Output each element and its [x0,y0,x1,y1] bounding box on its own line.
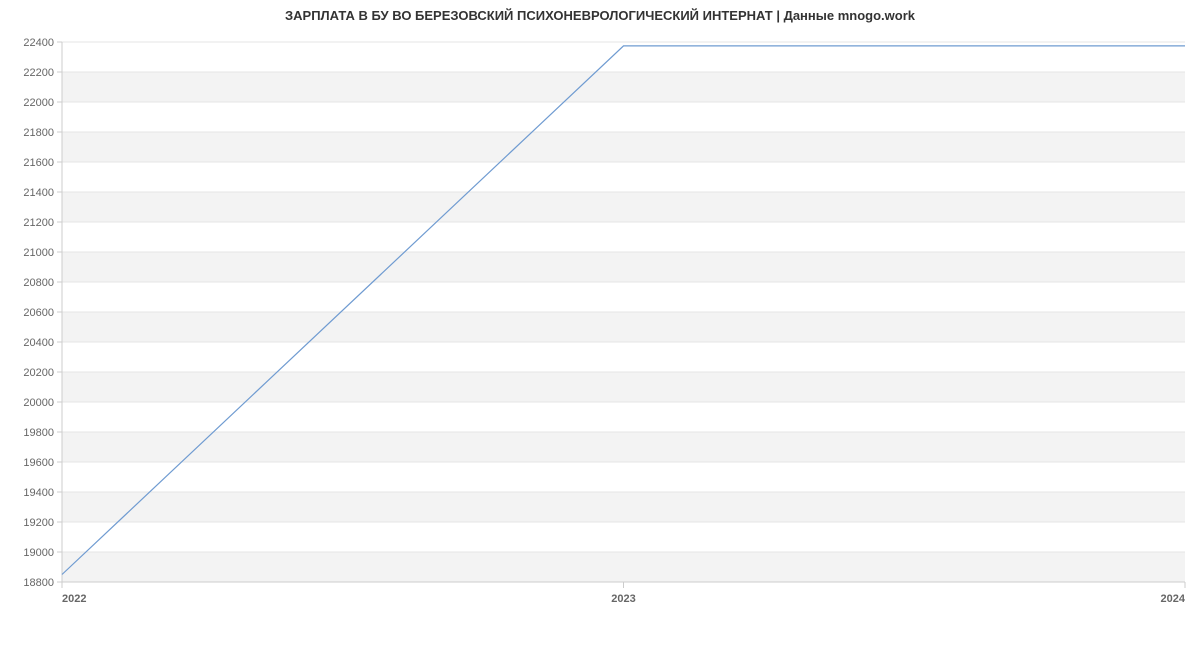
y-tick-label: 22200 [23,67,54,79]
x-tick-label: 2023 [611,593,635,605]
y-tick-label: 19000 [23,547,54,559]
y-tick-label: 21000 [23,247,54,259]
y-tick-label: 20600 [23,307,54,319]
x-tick-label: 2022 [62,593,86,605]
y-tick-label: 22000 [23,97,54,109]
y-tick-label: 19800 [23,427,54,439]
y-tick-label: 18800 [23,577,54,589]
y-tick-label: 20400 [23,337,54,349]
y-tick-label: 19600 [23,457,54,469]
y-tick-label: 20200 [23,367,54,379]
y-tick-label: 21200 [23,217,54,229]
y-tick-label: 22400 [23,37,54,49]
y-tick-label: 19400 [23,487,54,499]
y-tick-label: 20800 [23,277,54,289]
salary-chart: ЗАРПЛАТА В БУ ВО БЕРЕЗОВСКИЙ ПСИХОНЕВРОЛ… [0,0,1200,650]
y-tick-label: 21400 [23,187,54,199]
y-tick-label: 19200 [23,517,54,529]
chart-svg: 18800 19000 19200 19400 19600 19800 20000 20200… [0,0,1200,650]
y-tick-label: 21800 [23,127,54,139]
x-tick-label: 2024 [1161,593,1186,605]
y-tick-label: 21600 [23,157,54,169]
y-tick-label: 20000 [23,397,54,409]
